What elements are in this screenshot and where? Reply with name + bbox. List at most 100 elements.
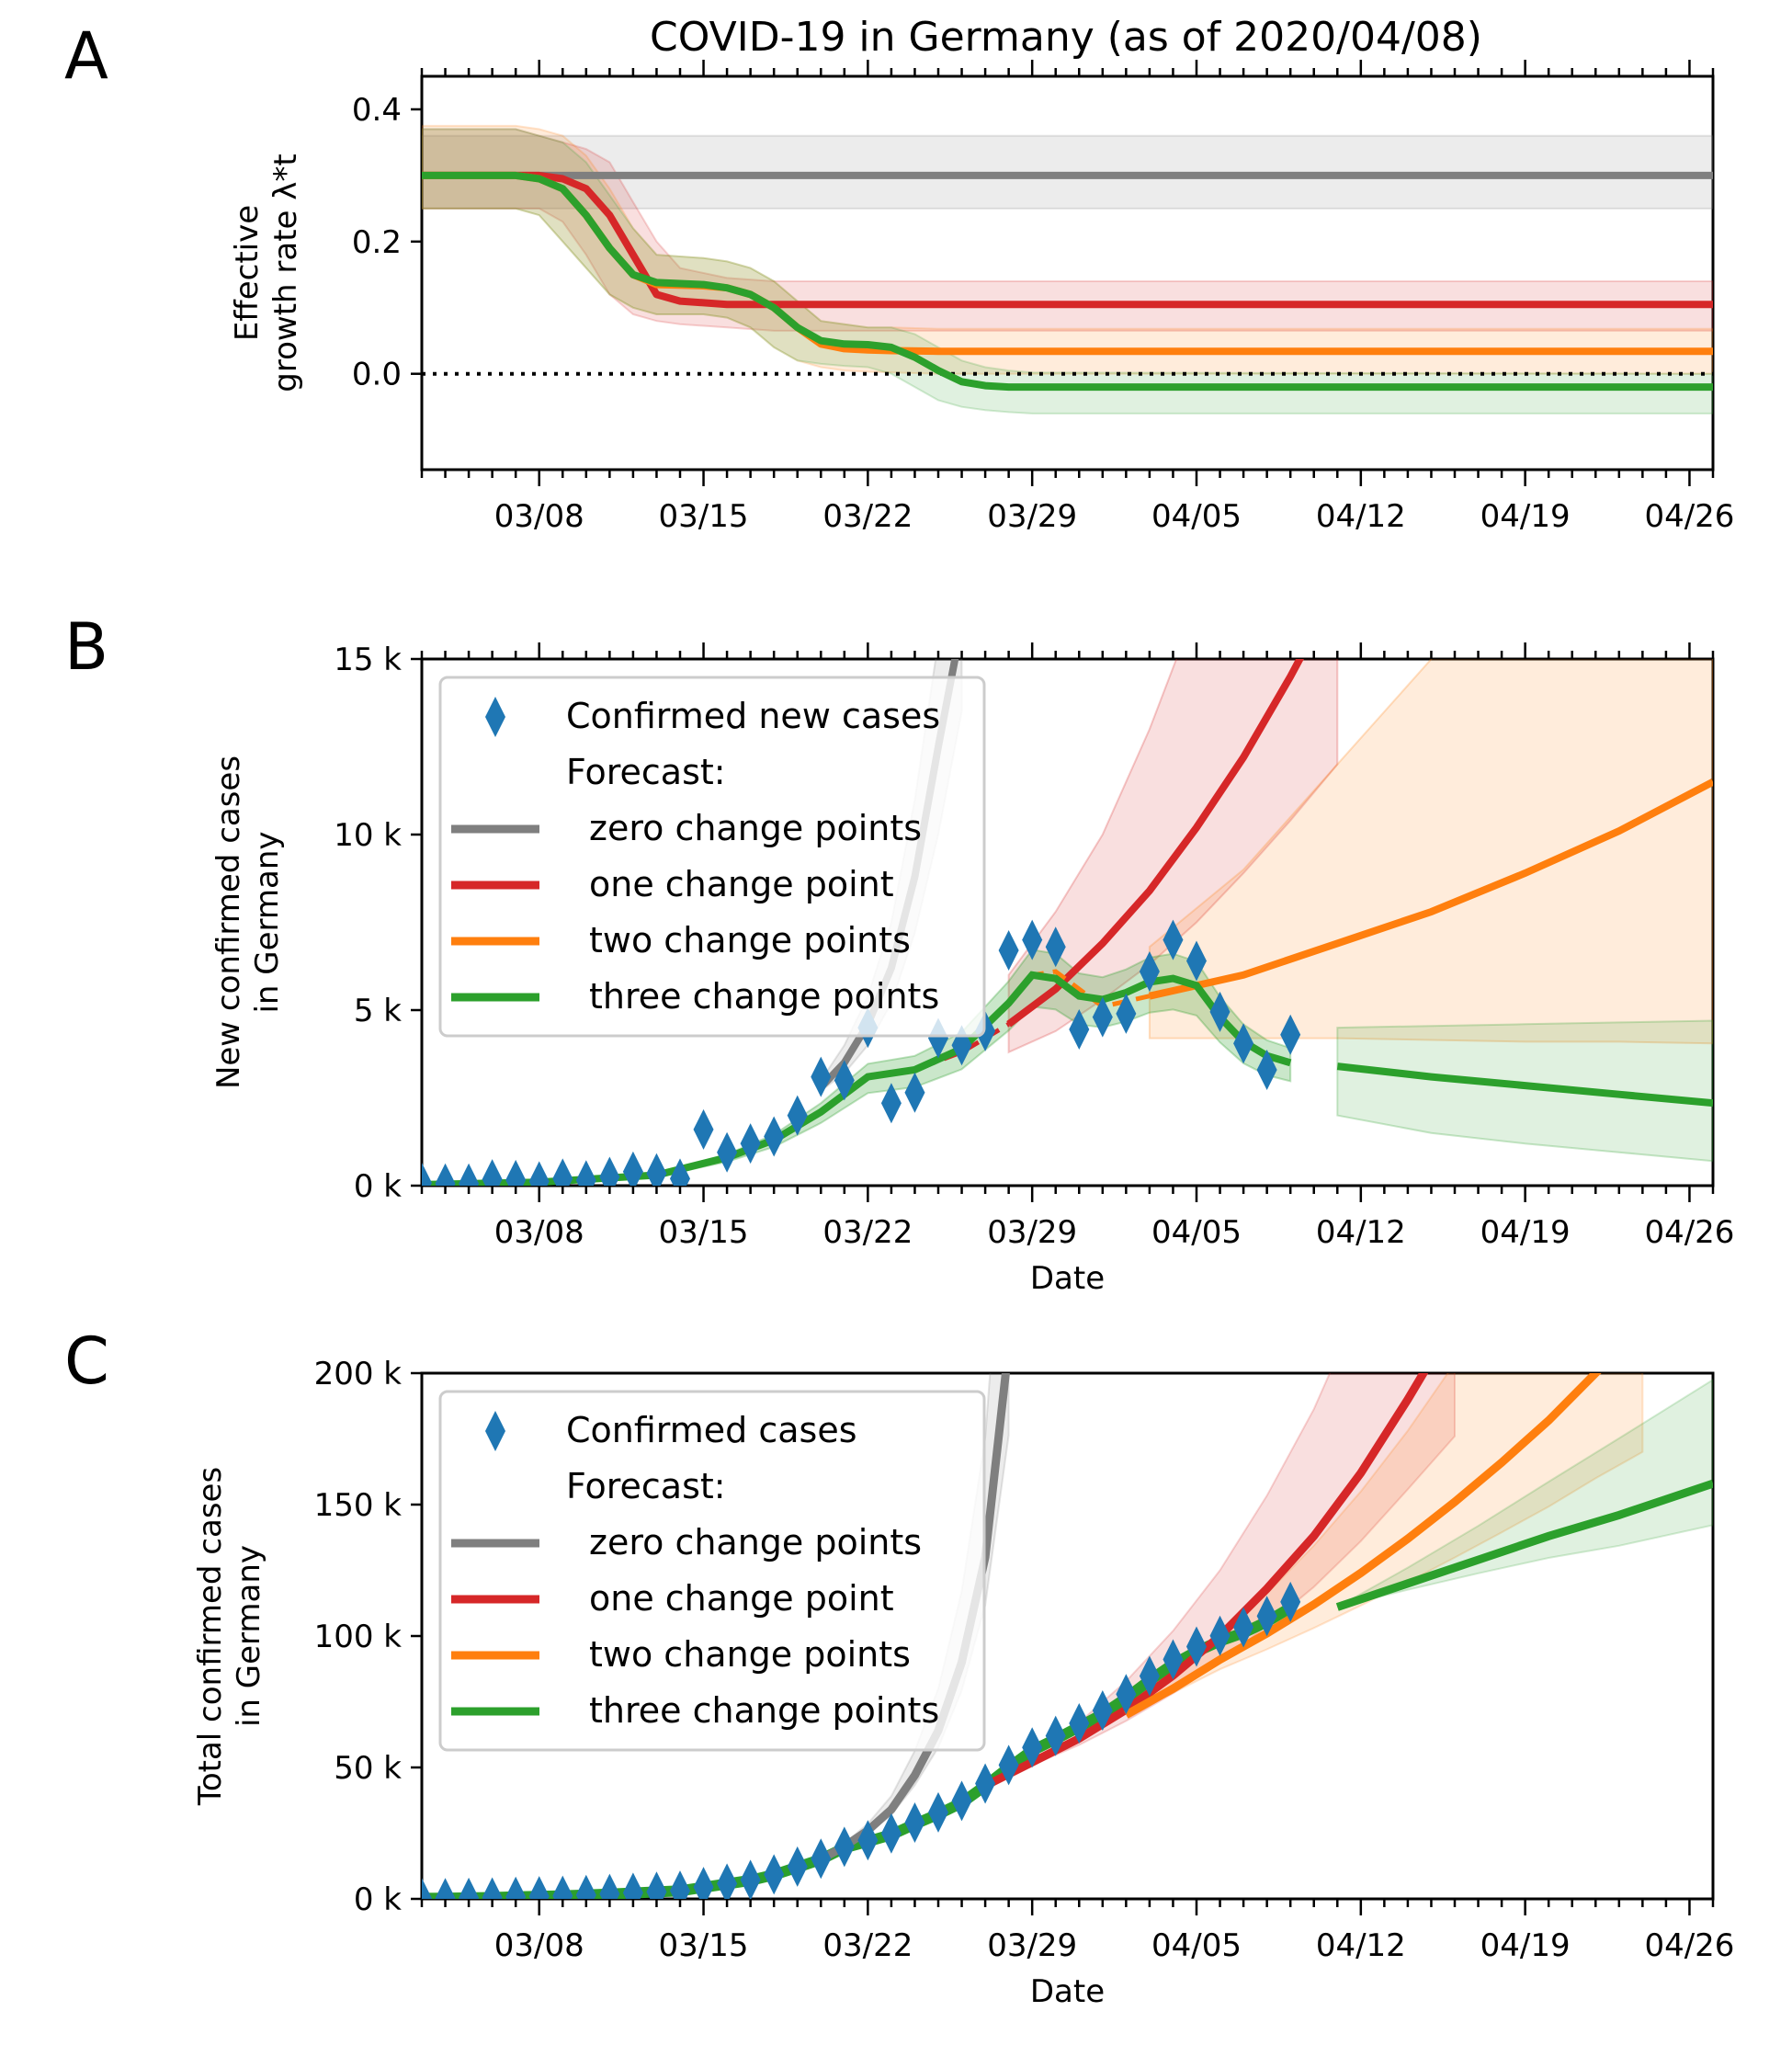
data-point xyxy=(1233,1023,1254,1064)
data-point xyxy=(646,1871,667,1899)
plot-area xyxy=(422,1373,1713,1899)
y-tick-label: 15 k xyxy=(334,642,402,678)
data-point xyxy=(482,1159,503,1186)
data-point xyxy=(998,1744,1019,1786)
band-one xyxy=(984,1373,1456,1787)
x-axis-label: Date xyxy=(1030,1260,1105,1297)
panel-letter-b: B xyxy=(64,609,108,685)
data-point xyxy=(505,1159,527,1186)
data-point xyxy=(1022,1727,1043,1768)
y-tick-label: 150 k xyxy=(314,1487,403,1524)
x-tick-label: 03/15 xyxy=(659,498,749,535)
data-point xyxy=(834,1060,855,1101)
data-point xyxy=(693,1867,714,1899)
data-point xyxy=(1092,1689,1113,1731)
x-tick-label: 04/12 xyxy=(1316,498,1406,535)
legend-entry: two change points xyxy=(589,920,911,960)
data-point xyxy=(435,1878,456,1899)
data-point xyxy=(764,1116,785,1157)
x-tick-label: 03/08 xyxy=(494,498,584,535)
data-point xyxy=(1280,1581,1301,1622)
data-point xyxy=(834,1826,855,1868)
legend-entry: zero change points xyxy=(589,1522,922,1562)
data-point xyxy=(1139,1655,1160,1697)
figure-title: COVID-19 in Germany (as of 2020/04/08) xyxy=(650,14,1482,61)
data-point xyxy=(1209,1615,1231,1656)
data-point xyxy=(1139,950,1160,992)
y-tick-label: 100 k xyxy=(314,1619,403,1655)
y-tick-label: 10 k xyxy=(334,817,402,854)
data-point xyxy=(1209,991,1231,1032)
data-point xyxy=(811,1056,832,1097)
data-point xyxy=(459,1163,480,1186)
data-point xyxy=(1256,1596,1277,1637)
data-point xyxy=(787,1095,808,1136)
y-axis-label-line2: in Germany xyxy=(249,831,286,1013)
legend-marker-icon xyxy=(485,697,505,737)
legend-box xyxy=(438,676,986,1038)
data-point xyxy=(459,1877,480,1899)
data-point xyxy=(717,1131,738,1173)
legend-entry: Forecast: xyxy=(566,1466,726,1506)
band-two xyxy=(422,124,1713,375)
y-tick-label: 0.0 xyxy=(352,357,402,393)
x-tick-label: 04/19 xyxy=(1480,498,1571,535)
forecast-line-two xyxy=(1149,778,1713,1000)
x-tick-label: 04/26 xyxy=(1644,1214,1734,1251)
legend-box xyxy=(438,1390,986,1752)
data-point xyxy=(787,1846,808,1887)
data-point xyxy=(904,1802,925,1844)
data-point xyxy=(998,930,1019,972)
x-tick-label: 03/29 xyxy=(987,1927,1077,1964)
data-point xyxy=(599,1873,620,1899)
panel-a-growth-rate: 03/08 03/15 03/22 03/29 04/05 04/12 04/19 04/26… xyxy=(229,60,1734,535)
y-tick-label: 50 k xyxy=(334,1750,402,1787)
data-point xyxy=(880,1812,902,1854)
data-point xyxy=(670,1158,690,1186)
data-point xyxy=(622,1151,643,1186)
x-tick-label: 03/15 xyxy=(659,1927,749,1964)
x-tick-label: 03/22 xyxy=(822,1927,913,1964)
data-point xyxy=(1069,1009,1090,1051)
data-point xyxy=(575,1874,596,1899)
forecast-band-three xyxy=(1336,1019,1713,1163)
legend-marker-icon xyxy=(485,1411,505,1451)
legend-entry: Forecast: xyxy=(566,752,726,792)
x-tick-label: 04/12 xyxy=(1316,1927,1406,1964)
y-axis-label-line2: in Germany xyxy=(231,1545,267,1727)
data-point xyxy=(528,1161,550,1186)
data-point xyxy=(904,1072,925,1113)
data-point xyxy=(764,1854,785,1895)
panel-c-total-cases: 03/08 03/15 03/22 03/29 04/05 04/12 04/19 04/26… xyxy=(192,1356,1734,2010)
x-tick-label: 04/05 xyxy=(1151,1927,1242,1964)
legend-entry: zero change points xyxy=(589,808,922,848)
legend-entry: three change points xyxy=(589,1690,939,1731)
band-one xyxy=(422,128,1713,332)
data-point xyxy=(528,1876,550,1899)
data-point xyxy=(422,1878,432,1899)
x-tick-label: 04/05 xyxy=(1151,498,1242,535)
data-point xyxy=(552,1875,573,1899)
plot-frame xyxy=(420,74,1715,472)
forecast-line-three xyxy=(1335,1479,1713,1611)
y-axis-label-line1: New confirmed cases xyxy=(210,756,247,1089)
x-tick-label: 04/26 xyxy=(1644,1927,1734,1964)
data-point xyxy=(857,1820,879,1861)
data-point xyxy=(1069,1702,1090,1744)
y-axis-label-line1: Total confirmed cases xyxy=(192,1467,229,1806)
y-tick-label: 200 k xyxy=(314,1356,403,1392)
data-point xyxy=(1280,1014,1301,1055)
panel-letter-c: C xyxy=(64,1324,109,1399)
data-point xyxy=(1045,926,1066,968)
data-point xyxy=(1092,996,1113,1038)
data-point xyxy=(552,1158,573,1186)
y-axis-label-line2: growth rate λ*t xyxy=(267,153,304,392)
y-tick-label: 5 k xyxy=(354,993,402,1029)
line-three xyxy=(422,171,1713,392)
data-point xyxy=(646,1153,667,1186)
panel-letter-a: A xyxy=(64,18,108,94)
legend-entry: one change point xyxy=(589,1578,894,1619)
data-point xyxy=(1163,1639,1184,1680)
data-point xyxy=(505,1876,527,1899)
legend-entry: Confirmed new cases xyxy=(566,696,940,736)
